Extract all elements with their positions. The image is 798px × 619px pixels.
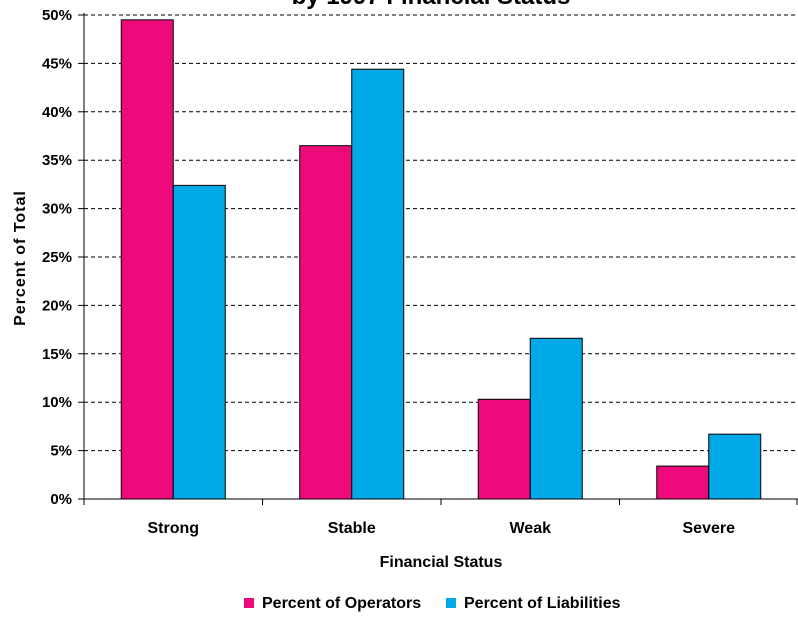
y-tick-label: 25% <box>42 249 72 266</box>
bar-percent-of-liabilities-stable <box>351 68 405 500</box>
x-category-label: Weak <box>509 520 551 537</box>
legend-label: Percent of Operators <box>262 595 421 612</box>
legend-swatch <box>446 598 456 608</box>
bar-percent-of-liabilities-strong <box>172 184 226 500</box>
y-tick-label: 5% <box>50 443 72 460</box>
y-tick-label: 50% <box>42 7 72 24</box>
x-category-label: Strong <box>147 520 199 537</box>
labels: 0% 5% 10% 15% 20% 25% 30% 35% 40% 45% 50% Strong Sta… <box>42 7 735 537</box>
legend-label: Percent of Liabilities <box>464 595 621 612</box>
y-axis-title: Percent of Total <box>12 190 29 326</box>
chart-title: by 1997 Financial Status <box>292 0 571 10</box>
bar-percent-of-liabilities-severe <box>708 433 762 500</box>
axes <box>78 13 798 505</box>
legend-swatch <box>244 598 254 608</box>
y-tick-label: 40% <box>42 104 72 121</box>
bar-percent-of-operators-severe <box>656 465 710 500</box>
bars <box>120 19 762 500</box>
bar-percent-of-operators-stable <box>299 145 353 500</box>
bar-percent-of-liabilities-weak <box>529 337 583 500</box>
bar-percent-of-operators-strong <box>120 19 174 500</box>
legend: Percent of Operators Percent of Liabiliti… <box>244 595 621 612</box>
x-category-label: Severe <box>683 520 736 537</box>
y-tick-label: 10% <box>42 394 72 411</box>
y-tick-label: 35% <box>42 152 72 169</box>
bar-percent-of-operators-weak <box>477 398 531 500</box>
y-tick-label: 45% <box>42 55 72 72</box>
y-tick-label: 0% <box>50 491 72 508</box>
x-category-label: Stable <box>328 520 376 537</box>
y-tick-label: 15% <box>42 346 72 363</box>
y-tick-label: 20% <box>42 297 72 314</box>
x-axis-title: Financial Status <box>380 554 503 571</box>
y-tick-label: 30% <box>42 201 72 218</box>
